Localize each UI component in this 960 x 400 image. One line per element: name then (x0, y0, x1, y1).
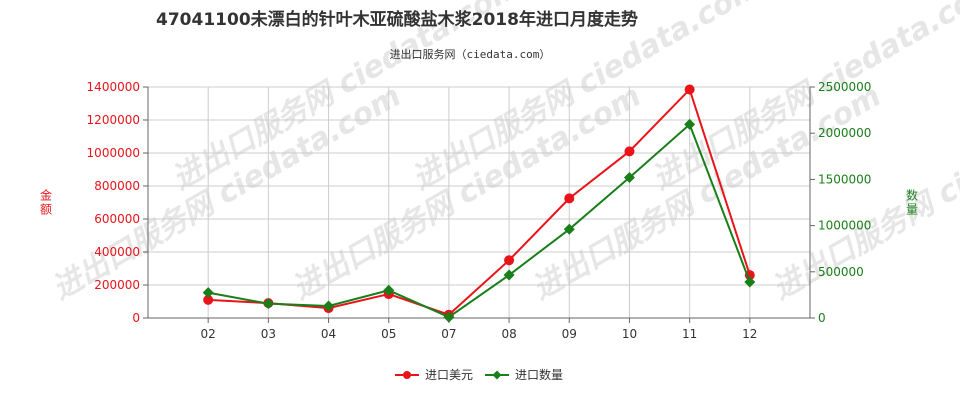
chart-subtitle: 进出口服务网（ciedata.com） (390, 47, 551, 61)
series-2-point (383, 284, 395, 296)
series-1-point (684, 84, 695, 95)
right-axis-tick-label: 2000000 (818, 126, 871, 140)
series-1-point (564, 193, 575, 204)
legend-marker-2 (492, 370, 502, 380)
x-axis-tick-label: 04 (321, 327, 336, 341)
series-1-point (624, 146, 635, 157)
legend-label-2: 进口数量 (515, 367, 563, 382)
series-2-point (503, 269, 515, 281)
legend-label-1: 进口美元 (425, 368, 473, 382)
series-2-point (623, 172, 635, 184)
series-2-point (262, 298, 274, 310)
right-axis-tick-label: 0 (818, 311, 826, 325)
x-axis-tick-label: 09 (562, 327, 577, 341)
right-axis-tick-label: 2500000 (818, 80, 871, 94)
left-axis-tick-label: 1000000 (87, 146, 140, 160)
series-2-point (563, 223, 575, 235)
legend-marker-1 (403, 371, 411, 379)
x-axis-tick-label: 02 (201, 327, 216, 341)
series-layer (202, 84, 756, 323)
left-axis-tick-label: 1200000 (87, 113, 140, 127)
x-axis-tick-label: 12 (742, 327, 757, 341)
left-axis-tick-label: 200000 (94, 278, 140, 292)
x-axis-tick-label: 10 (622, 327, 637, 341)
x-axis-tick-label: 03 (261, 327, 276, 341)
series-2-point (443, 311, 455, 323)
legend: 进口美元 进口数量 (395, 367, 563, 382)
axes: 0 200000 400000 600000 800000 1000000 1200000 1… (40, 80, 918, 341)
left-axis-title: 金额 (40, 188, 52, 217)
x-axis-tick-label: 08 (501, 327, 516, 341)
x-axis-tick-label: 07 (441, 327, 456, 341)
left-axis-tick-label: 800000 (94, 179, 140, 193)
series-2-point (684, 118, 696, 130)
series-2-point (202, 287, 214, 299)
series-2-point (323, 300, 335, 312)
right-axis-tick-label: 500000 (818, 265, 864, 279)
x-axis-tick-label: 11 (682, 327, 697, 341)
right-axis-tick-label: 1000000 (818, 219, 871, 233)
left-axis-tick-label: 400000 (94, 245, 140, 259)
chart-title: 47041100未漂白的针叶木亚硫酸盐木浆2018年进口月度走势 (156, 9, 638, 30)
left-axis-tick-label: 0 (132, 311, 140, 325)
left-axis-tick-label: 1400000 (87, 80, 140, 94)
right-axis-title: 数量 (906, 188, 918, 217)
series-line-2 (208, 122, 751, 319)
series-2-point (744, 276, 756, 288)
right-axis-tick-label: 1500000 (818, 172, 871, 186)
series-1-point (203, 294, 214, 305)
series-1-point (504, 255, 515, 266)
left-axis-tick-label: 600000 (94, 212, 140, 226)
x-axis-tick-label: 05 (381, 327, 396, 341)
